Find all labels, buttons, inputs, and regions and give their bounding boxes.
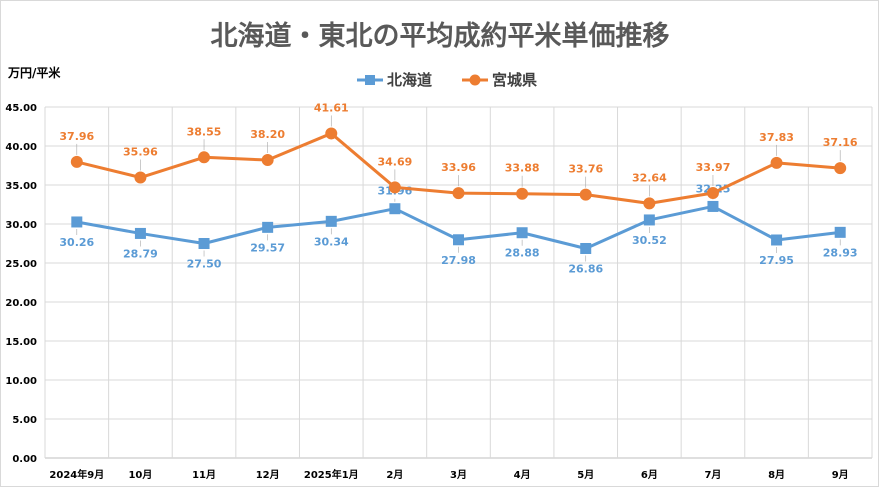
data-label: 38.55 — [187, 125, 222, 138]
data-label: 33.88 — [505, 162, 540, 175]
data-point — [388, 181, 401, 194]
y-tick-label: 35.00 — [5, 181, 37, 192]
data-label: 27.50 — [187, 258, 222, 271]
data-label: 33.97 — [696, 161, 731, 174]
series-miyagi: 37.96 35.96 38.55 38.20 41.61 34.69 33.96 33.88… — [59, 101, 858, 210]
y-tick-label: 40.00 — [5, 142, 37, 153]
data-point — [834, 162, 847, 175]
data-label: 30.34 — [314, 235, 349, 248]
x-tick-label: 5月 — [577, 469, 594, 481]
data-label: 35.96 — [123, 146, 158, 159]
data-point — [452, 187, 465, 200]
data-label: 32.64 — [632, 171, 667, 184]
data-point — [516, 227, 528, 239]
data-point — [325, 215, 337, 227]
x-axis-ticks: 2024年9月 10月 11月 12月 2025年1月 2月 3月 4月 5月 6月 7月 8月 9月 — [49, 468, 848, 481]
x-tick-label: 6月 — [641, 469, 658, 481]
data-label: 33.76 — [568, 163, 603, 176]
y-tick-label: 0.00 — [12, 454, 37, 465]
data-label: 28.88 — [505, 247, 540, 260]
x-tick-label: 2025年1月 — [304, 468, 359, 481]
x-tick-label: 12月 — [256, 469, 280, 481]
data-point — [71, 216, 83, 228]
legend-entry-miyagi: 宮城県 — [462, 71, 537, 89]
data-point — [643, 197, 656, 210]
y-tick-label: 45.00 — [5, 103, 37, 114]
x-tick-label: 4月 — [514, 469, 531, 481]
data-point — [643, 214, 655, 226]
y-tick-label: 30.00 — [5, 220, 37, 231]
x-tick-label: 2月 — [386, 469, 403, 481]
grid — [44, 106, 873, 459]
y-axis-unit-label: 万円/平米 — [7, 65, 61, 80]
data-point — [198, 238, 210, 249]
y-tick-label: 5.00 — [12, 415, 37, 426]
x-tick-label: 9月 — [832, 469, 849, 481]
chart-title: 北海道・東北の平均成約平米単価推移 — [211, 20, 670, 52]
legend-marker — [469, 74, 481, 86]
y-tick-label: 20.00 — [5, 298, 37, 309]
data-point — [70, 155, 83, 168]
x-tick-label: 2024年9月 — [49, 468, 104, 481]
data-label: 30.52 — [632, 234, 667, 247]
data-point — [389, 203, 401, 215]
data-label: 27.98 — [441, 254, 476, 267]
data-label: 37.83 — [759, 131, 794, 144]
data-label: 30.26 — [59, 236, 94, 249]
data-label: 29.57 — [250, 241, 285, 254]
data-point — [770, 156, 783, 169]
data-point — [453, 234, 464, 246]
x-tick-label: 10月 — [128, 469, 152, 481]
y-tick-label: 25.00 — [5, 259, 37, 270]
y-tick-label: 10.00 — [5, 376, 37, 387]
x-tick-label: 11月 — [192, 469, 216, 481]
data-point — [198, 151, 211, 164]
data-point — [134, 171, 147, 184]
y-axis-ticks: 0.00 5.00 10.00 15.00 20.00 25.00 30.00 35.00 40… — [5, 103, 37, 465]
data-point — [580, 242, 592, 254]
legend-entry-hokkaido: 北海道 — [357, 71, 432, 89]
x-tick-label: 7月 — [704, 469, 721, 481]
data-point — [579, 188, 592, 201]
data-label: 34.69 — [377, 155, 412, 168]
data-label: 26.86 — [568, 262, 603, 275]
data-point — [262, 221, 274, 233]
data-point — [516, 187, 529, 200]
series-layer: 30.2628.7927.5029.5730.3431.9627.9828.88… — [59, 101, 858, 275]
data-point — [134, 227, 146, 239]
y-tick-label: 15.00 — [5, 337, 37, 348]
data-point — [771, 234, 783, 246]
legend-label: 宮城県 — [492, 71, 537, 89]
data-label: 27.95 — [759, 254, 794, 267]
data-label: 28.93 — [823, 246, 858, 259]
x-tick-label: 8月 — [768, 469, 785, 481]
data-point — [261, 154, 274, 167]
x-tick-label: 3月 — [450, 469, 467, 481]
legend-marker — [365, 75, 375, 85]
data-point — [707, 200, 719, 212]
data-label: 38.20 — [250, 128, 285, 141]
legend: 北海道 宮城県 — [357, 71, 537, 89]
data-label: 37.96 — [59, 130, 94, 143]
data-point — [706, 187, 719, 200]
data-label: 28.79 — [123, 247, 158, 260]
data-point — [325, 127, 338, 140]
data-label: 41.61 — [314, 101, 349, 114]
legend-label: 北海道 — [387, 71, 432, 89]
data-label: 37.16 — [823, 136, 858, 149]
data-label: 33.96 — [441, 161, 476, 174]
data-point — [834, 226, 846, 238]
